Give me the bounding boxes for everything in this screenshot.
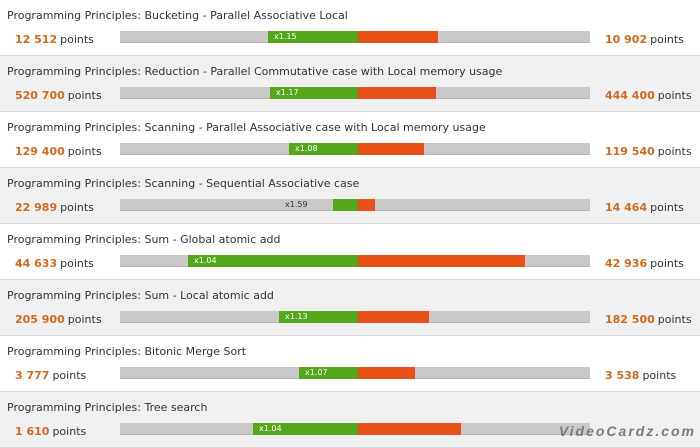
left-score-unit: points [60, 33, 94, 46]
right-score-unit: points [657, 145, 692, 158]
benchmark-row: Programming Principles: Sum - Local atom… [0, 280, 700, 336]
right-score-value: 10 902 [605, 33, 648, 46]
right-score-value: 3 538 [605, 369, 640, 382]
left-score: 520 700 points [15, 89, 102, 102]
bar-track: x1.07 [120, 367, 590, 379]
bar-green [289, 143, 358, 155]
right-score-unit: points [642, 369, 677, 382]
right-score-value: 42 936 [605, 257, 648, 270]
left-score-value: 520 700 [15, 89, 65, 102]
bar-track: x1.15 [120, 31, 590, 43]
bar-orange [358, 143, 424, 155]
right-score-unit: points [650, 33, 684, 46]
left-score-value: 129 400 [15, 145, 65, 158]
right-score-unit: points [650, 257, 684, 270]
bar-green [270, 87, 358, 99]
ratio-label: x1.15 [274, 32, 297, 41]
bar-orange [358, 423, 461, 435]
bar-track: x1.08 [120, 143, 590, 155]
right-score-value: 14 464 [605, 201, 648, 214]
bar-orange [358, 31, 438, 43]
right-score: 42 936 points [605, 257, 684, 270]
right-score-value: 119 540 [605, 145, 655, 158]
benchmark-title: Programming Principles: Bucketing - Para… [7, 9, 348, 22]
left-score-value: 22 989 [15, 201, 58, 214]
left-score-value: 205 900 [15, 313, 65, 326]
left-score: 1 610 points [15, 425, 86, 438]
bar-green [299, 367, 358, 379]
ratio-label: x1.07 [305, 368, 328, 377]
benchmark-title: Programming Principles: Bitonic Merge So… [7, 345, 247, 358]
benchmark-title: Programming Principles: Reduction - Para… [7, 65, 503, 78]
bar-track: x1.13 [120, 311, 590, 323]
bar-track: x1.04 [120, 255, 590, 267]
ratio-label: x1.04 [259, 424, 282, 433]
benchmark-title: Programming Principles: Scanning - Seque… [7, 177, 360, 190]
benchmark-row: Programming Principles: Scanning - Paral… [0, 112, 700, 168]
benchmark-row: Programming Principles: Bucketing - Para… [0, 0, 700, 56]
left-score-value: 3 777 [15, 369, 50, 382]
left-score-unit: points [52, 425, 87, 438]
bar-track: x1.59 [120, 199, 590, 211]
right-score: 444 400 points [605, 89, 692, 102]
benchmark-row: Programming Principles: Reduction - Para… [0, 56, 700, 112]
right-score: 10 902 points [605, 33, 684, 46]
bar-green [253, 423, 358, 435]
left-score-value: 1 610 [15, 425, 50, 438]
left-score: 44 633 points [15, 257, 94, 270]
right-score: 182 500 points [605, 313, 692, 326]
ratio-label: x1.13 [285, 312, 308, 321]
bar-green [268, 31, 358, 43]
left-score-value: 44 633 [15, 257, 58, 270]
ratio-label: x1.59 [285, 200, 308, 209]
benchmark-row: Programming Principles: Scanning - Seque… [0, 168, 700, 224]
benchmark-row: Programming Principles: Sum - Global ato… [0, 224, 700, 280]
benchmark-title: Programming Principles: Tree search [7, 401, 208, 414]
benchmark-row: Programming Principles: Bitonic Merge So… [0, 336, 700, 392]
right-score-unit: points [657, 313, 692, 326]
left-score-value: 12 512 [15, 33, 58, 46]
bar-orange [358, 199, 375, 211]
left-score-unit: points [67, 313, 102, 326]
bar-green [333, 199, 358, 211]
right-score: 14 464 points [605, 201, 684, 214]
bar-orange [358, 311, 429, 323]
right-score: 119 540 points [605, 145, 692, 158]
left-score: 205 900 points [15, 313, 102, 326]
watermark: VideoCardz.com [558, 423, 696, 439]
ratio-label: x1.08 [295, 144, 318, 153]
right-score-value: 444 400 [605, 89, 655, 102]
bar-green [188, 255, 358, 267]
right-score: 3 538 points [605, 369, 676, 382]
right-score-value: 182 500 [605, 313, 655, 326]
left-score: 22 989 points [15, 201, 94, 214]
left-score: 129 400 points [15, 145, 102, 158]
benchmark-title: Programming Principles: Sum - Local atom… [7, 289, 274, 302]
bar-orange [358, 87, 436, 99]
benchmark-title: Programming Principles: Scanning - Paral… [7, 121, 486, 134]
benchmark-row: Programming Principles: Tree search 1 610… [0, 392, 700, 448]
left-score-unit: points [52, 369, 87, 382]
bar-track: x1.17 [120, 87, 590, 99]
ratio-label: x1.04 [194, 256, 217, 265]
bar-track: x1.04 [120, 423, 590, 435]
bar-orange [358, 367, 415, 379]
ratio-label: x1.17 [276, 88, 299, 97]
right-score-unit: points [657, 89, 692, 102]
bar-orange [358, 255, 525, 267]
left-score-unit: points [67, 89, 102, 102]
bar-green [279, 311, 358, 323]
left-score: 3 777 points [15, 369, 86, 382]
left-score: 12 512 points [15, 33, 94, 46]
left-score-unit: points [67, 145, 102, 158]
left-score-unit: points [60, 201, 94, 214]
benchmark-title: Programming Principles: Sum - Global ato… [7, 233, 281, 246]
left-score-unit: points [60, 257, 94, 270]
right-score-unit: points [650, 201, 684, 214]
